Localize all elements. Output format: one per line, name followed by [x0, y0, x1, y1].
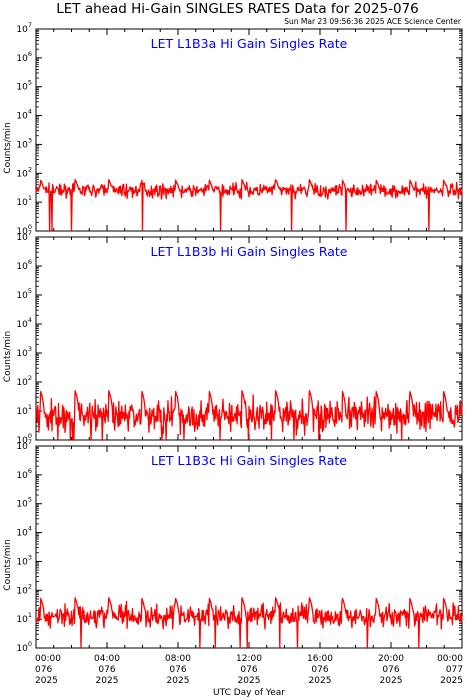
y-tick-label: 105 [16, 496, 32, 510]
x-tick-label: 04:00 [94, 654, 120, 664]
page-title: LET ahead Hi-Gain SINGLES RATES Data for… [56, 1, 419, 17]
x-tick-label: 2025 [440, 676, 463, 686]
x-tick-label: 076 [169, 665, 186, 675]
y-tick-label: 105 [16, 79, 32, 93]
y-tick-label: 102 [16, 165, 32, 179]
x-tick-label: 076 [240, 665, 257, 675]
x-tick-label: 00:00 [437, 654, 463, 664]
y-tick-label: 106 [16, 50, 32, 64]
x-axis-label: UTC Day of Year [213, 688, 285, 698]
y-tick-label: 100 [16, 432, 32, 446]
y-tick-label: 103 [16, 345, 32, 359]
y-axis-label: Counts/min [3, 331, 13, 382]
x-tick-label: 076 [98, 665, 115, 675]
x-tick-label: 16:00 [307, 654, 333, 664]
y-tick-label: 100 [16, 223, 32, 237]
x-tick-label: 076 [382, 665, 399, 675]
x-tick-label: 2025 [380, 676, 403, 686]
y-tick-label: 101 [16, 194, 32, 208]
y-tick-label: 102 [16, 374, 32, 388]
y-axis-label: Counts/min [3, 122, 13, 173]
series-line-3 [35, 597, 463, 649]
x-tick-label: 08:00 [165, 654, 191, 664]
y-tick-label: 107 [16, 438, 32, 452]
x-tick-label: 2025 [96, 676, 119, 686]
panel-title: LET L1B3c Hi Gain Singles Rate [151, 453, 347, 468]
y-tick-label: 101 [16, 403, 32, 417]
y-tick-label: 101 [16, 611, 32, 625]
x-tick-label: 12:00 [236, 654, 262, 664]
x-tick-label: 2025 [309, 676, 332, 686]
y-tick-label: 106 [16, 258, 32, 272]
timestamp: Sun Mar 23 09:56:36 2025 ACE Science Cen… [284, 17, 461, 26]
x-tick-label: 2025 [35, 676, 58, 686]
y-tick-label: 102 [16, 582, 32, 596]
x-tick-label: 076 [311, 665, 328, 675]
y-tick-label: 104 [16, 316, 32, 330]
plot-frame-1 [35, 28, 463, 232]
y-tick-label: 104 [16, 525, 32, 539]
y-tick-label: 103 [16, 553, 32, 567]
y-tick-label: 104 [16, 108, 32, 122]
panel-title: LET L1B3a Hi Gain Singles Rate [151, 36, 348, 51]
y-axis-label: Counts/min [3, 539, 13, 590]
x-tick-label: 00:00 [35, 654, 61, 664]
x-tick-label: 2025 [167, 676, 190, 686]
x-tick-label: 077 [446, 665, 463, 675]
panel-title: LET L1B3b Hi Gain Singles Rate [151, 244, 348, 259]
y-tick-label: 105 [16, 287, 32, 301]
series-line-1 [35, 179, 463, 232]
x-tick-label: 076 [35, 665, 52, 675]
y-tick-label: 106 [16, 467, 32, 481]
y-tick-label: 100 [16, 640, 32, 654]
y-tick-label: 103 [16, 136, 32, 150]
x-tick-label: 20:00 [378, 654, 404, 664]
x-tick-label: 2025 [238, 676, 261, 686]
y-tick-label: 107 [16, 21, 32, 35]
series-line-2 [35, 390, 463, 441]
y-tick-label: 107 [16, 229, 32, 243]
